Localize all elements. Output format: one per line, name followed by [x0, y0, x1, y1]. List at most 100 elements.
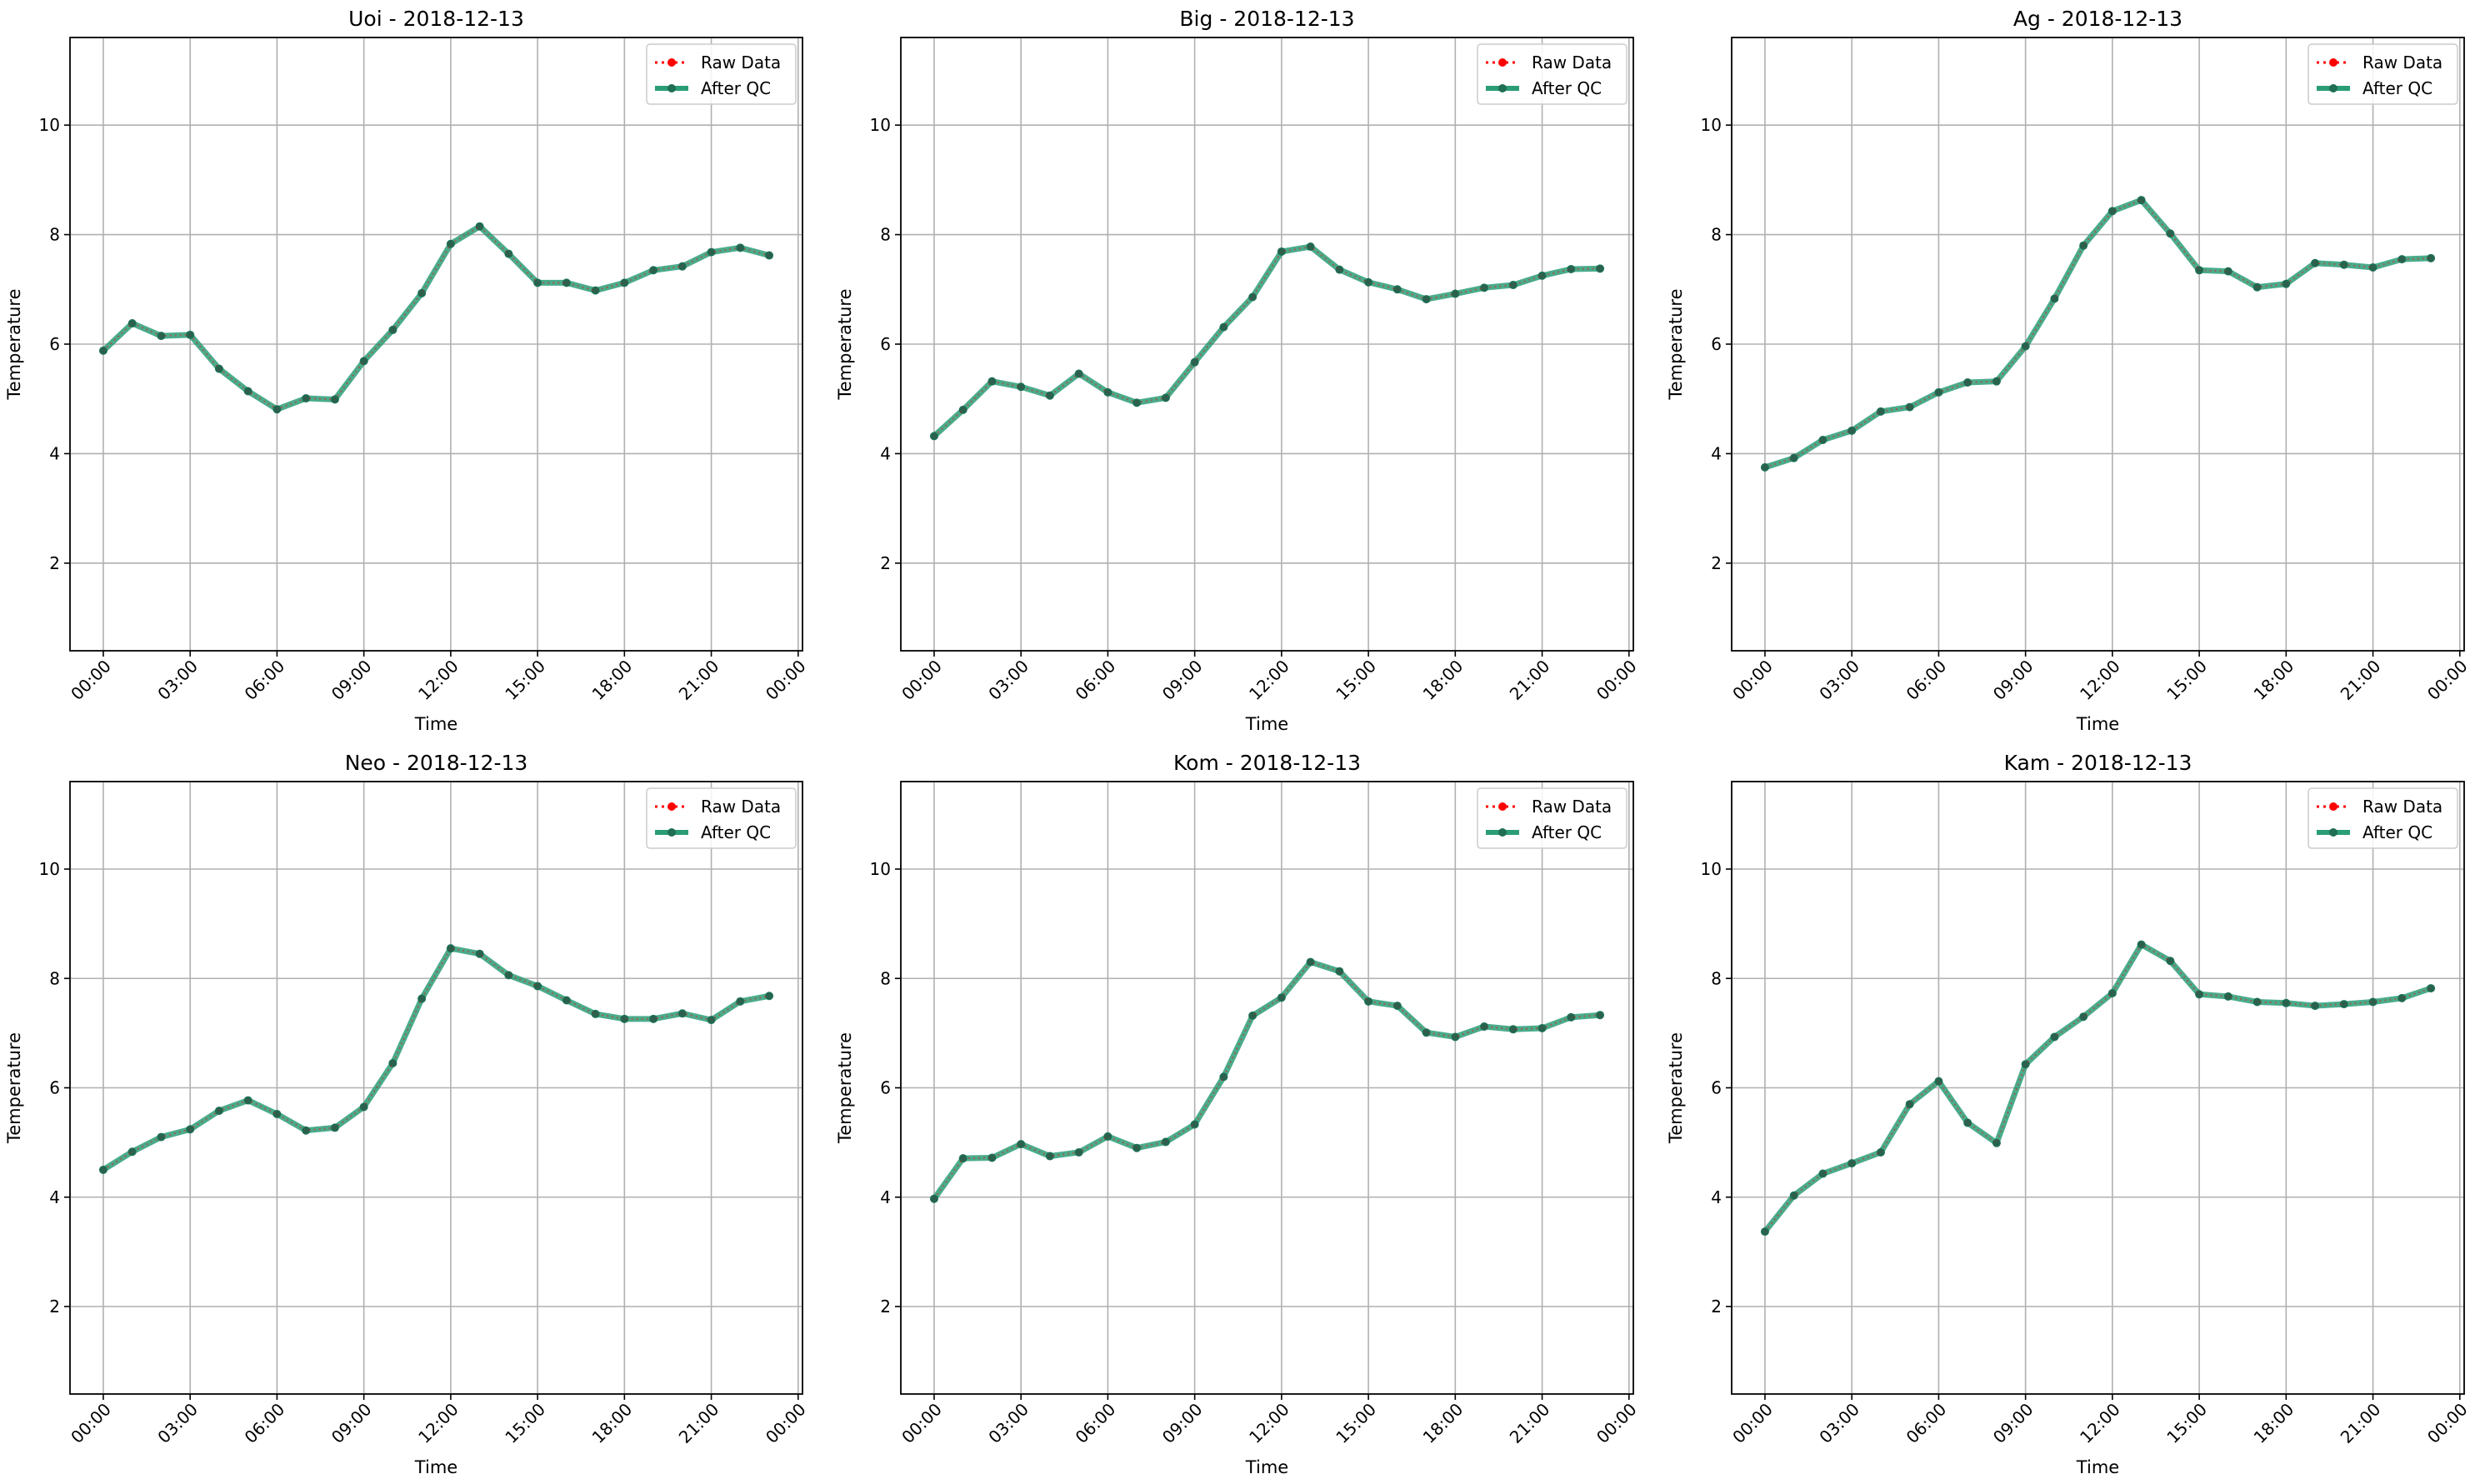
- raw-data-point: [2138, 197, 2144, 203]
- raw-data-point: [2254, 999, 2260, 1005]
- x-tick-label: 15:00: [501, 1399, 549, 1447]
- raw-data-point: [1337, 267, 1342, 272]
- raw-data-point: [187, 1127, 193, 1132]
- legend-raw-label: Raw Data: [1532, 52, 1612, 72]
- raw-data-point: [1365, 998, 1372, 1005]
- y-tick-label: 6: [49, 334, 60, 354]
- x-tick-label: 12:00: [2076, 1399, 2124, 1447]
- x-axis-label: Time: [1245, 714, 1288, 734]
- raw-data-point: [1568, 266, 1574, 272]
- series-raw-data: [931, 243, 1603, 439]
- series-raw-data-line: [1764, 943, 2432, 1232]
- raw-data-point: [1278, 248, 1285, 255]
- y-tick-label: 10: [1701, 859, 1722, 879]
- raw-data-point: [332, 1125, 338, 1131]
- axes-frame: [900, 37, 1634, 652]
- y-tick-label: 6: [1711, 334, 1722, 354]
- raw-data-point: [2312, 260, 2318, 266]
- x-tick-label: 06:00: [1072, 1399, 1120, 1447]
- raw-data-point: [2196, 267, 2202, 273]
- raw-data-point: [1308, 959, 1313, 965]
- raw-data-point: [1762, 1228, 1768, 1235]
- raw-data-point: [1133, 400, 1140, 406]
- raw-data-point: [1047, 1153, 1053, 1159]
- grid: [70, 37, 802, 651]
- x-axis-label: Time: [2076, 714, 2119, 734]
- x-tick-label: 03:00: [1815, 1399, 1863, 1447]
- x-tick-label: 00:00: [1728, 1399, 1777, 1447]
- raw-data-point: [1791, 1192, 1797, 1198]
- y-tick-label: 10: [870, 115, 891, 135]
- x-tick-label: 15:00: [1332, 1399, 1380, 1447]
- raw-data-point: [100, 347, 107, 354]
- x-tick-label: 03:00: [153, 1399, 202, 1447]
- legend-qc-marker: [2329, 84, 2338, 92]
- raw-data-point: [1337, 968, 1342, 974]
- raw-data-point: [592, 1011, 598, 1017]
- legend-raw-label: Raw Data: [701, 797, 781, 817]
- y-tick-label: 6: [49, 1078, 60, 1098]
- raw-data-point: [592, 287, 598, 293]
- raw-data-point: [989, 1155, 995, 1161]
- series-raw-data: [1762, 197, 2434, 471]
- legend: Raw Data After QC: [2308, 43, 2458, 105]
- series-after-qc-line: [932, 243, 1601, 438]
- raw-data-point: [622, 1016, 628, 1022]
- raw-data-point: [1510, 1027, 1517, 1032]
- raw-data-point: [2168, 231, 2173, 237]
- raw-data-point: [679, 263, 686, 269]
- raw-data-point: [708, 249, 714, 255]
- y-axis-label: Temperature: [4, 1032, 24, 1144]
- x-tick-label: 15:00: [1332, 656, 1380, 704]
- raw-data-point: [477, 223, 482, 229]
- x-tick-label: 06:00: [1902, 1399, 1951, 1447]
- x-axis-label: Time: [414, 714, 458, 734]
- x-tick-label: 09:00: [328, 1399, 376, 1447]
- raw-data-point: [1993, 378, 2000, 384]
- raw-data-point: [1820, 437, 1826, 443]
- raw-data-point: [622, 280, 628, 286]
- raw-data-point: [2341, 1001, 2348, 1007]
- legend: Raw Data After QC: [1477, 787, 1628, 849]
- raw-data-point: [1018, 1141, 1024, 1147]
- grid: [1732, 782, 2464, 1394]
- legend-raw-marker: [2329, 58, 2338, 67]
- x-axis-label: Time: [2076, 1457, 2119, 1477]
- legend-qc-marker: [668, 828, 676, 837]
- raw-data-point: [1510, 282, 1517, 288]
- series-raw-data-line: [102, 947, 770, 1171]
- raw-data-point: [1907, 1101, 1912, 1107]
- raw-data-point: [931, 433, 938, 439]
- x-tick-label: 03:00: [1815, 656, 1863, 704]
- legend-qc-marker: [1498, 84, 1507, 92]
- series-after-qc-line: [932, 959, 1601, 1201]
- series-raw-data: [931, 959, 1603, 1202]
- raw-data-point: [158, 332, 164, 339]
- x-tick-label: 00:00: [1592, 656, 1641, 704]
- x-tick-label: 15:00: [501, 656, 549, 704]
- x-tick-label: 09:00: [1158, 656, 1207, 704]
- series-after-qc-line: [101, 223, 770, 412]
- x-tick-label: 00:00: [67, 656, 115, 704]
- raw-data-point: [563, 280, 570, 286]
- series-after-qc: [98, 222, 774, 414]
- raw-data-point: [2196, 992, 2202, 997]
- legend-raw-marker: [1498, 802, 1507, 811]
- y-tick-label: 8: [880, 225, 891, 245]
- x-tick-label: 03:00: [984, 1399, 1032, 1447]
- raw-data-point: [2052, 1034, 2058, 1040]
- y-tick-label: 4: [1711, 443, 1722, 463]
- raw-data-point: [274, 407, 280, 412]
- raw-data-point: [390, 327, 396, 333]
- raw-data-point: [1820, 1171, 1826, 1177]
- raw-data-point: [2109, 990, 2116, 997]
- raw-data-point: [1192, 1122, 1198, 1127]
- y-tick-label: 2: [1711, 553, 1722, 573]
- series-raw-data-line: [933, 961, 1601, 1200]
- raw-data-point: [1162, 1139, 1169, 1145]
- grid: [70, 782, 802, 1394]
- raw-data-point: [1907, 404, 1912, 410]
- legend-qc-label: After QC: [2362, 822, 2432, 842]
- chart-title: Neo - 2018-12-13: [345, 751, 528, 775]
